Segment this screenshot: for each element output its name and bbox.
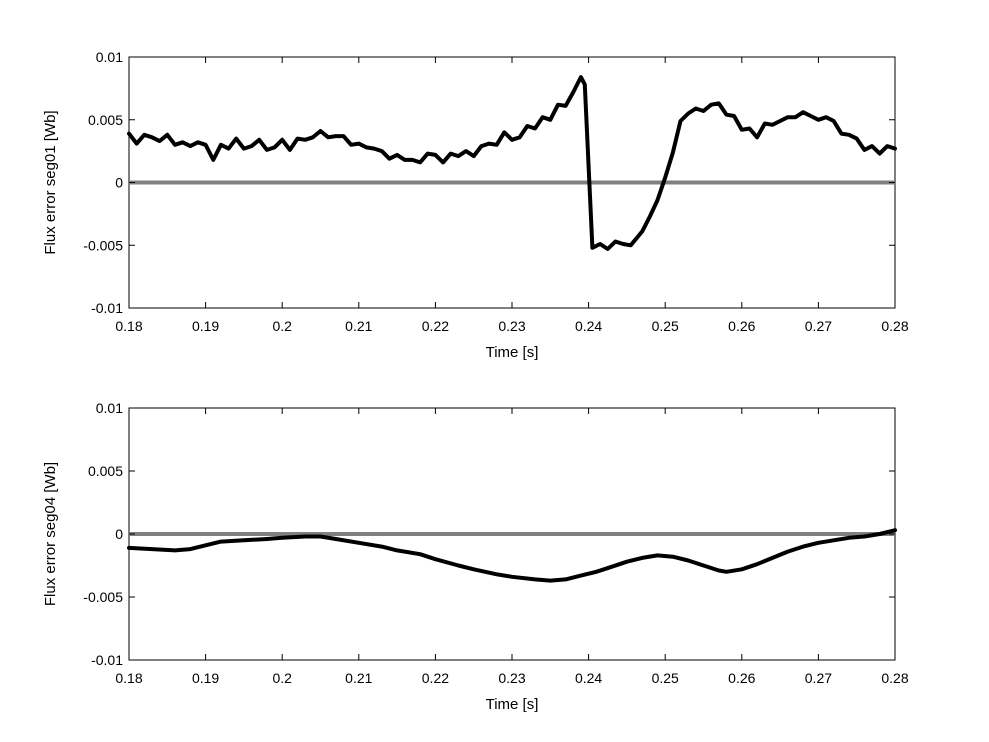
x-axis-label: Time [s] [486, 696, 539, 713]
y-axis-label: Flux error seg01 [Wb] [42, 110, 59, 254]
flux-error-series-line [127, 75, 897, 251]
x-tick-label: 0.27 [805, 318, 832, 334]
x-tick-label: 0.24 [575, 670, 602, 686]
y-tick-label: 0.01 [96, 49, 123, 65]
y-tick-label: 0.005 [88, 463, 123, 479]
x-axis-label: Time [s] [486, 344, 539, 361]
y-axis-label: Flux error seg04 [Wb] [42, 462, 59, 606]
x-tick-label: 0.23 [498, 670, 525, 686]
y-tick-label: -0.01 [91, 300, 123, 316]
x-tick-label: 0.18 [115, 670, 142, 686]
top-plot-seg01: 0.18 0.19 0.2 0.21 0.22 0.23 0.24 0.25 0.26 0.27 0… [42, 49, 909, 361]
bottom-plot-seg04: 0.18 0.19 0.2 0.21 0.22 0.23 0.24 0.25 0.26 0.27 0… [42, 400, 909, 713]
x-tick-label: 0.23 [498, 318, 525, 334]
x-tick-label: 0.19 [192, 670, 219, 686]
x-tick-label: 0.28 [881, 318, 908, 334]
x-tick-label: 0.24 [575, 318, 602, 334]
x-tick-label: 0.22 [422, 318, 449, 334]
x-tick-label: 0.21 [345, 670, 372, 686]
y-tick-label: -0.005 [83, 237, 123, 253]
y-tick-label: -0.005 [83, 589, 123, 605]
x-tick-label: 0.26 [728, 318, 755, 334]
y-tick-label: -0.01 [91, 652, 123, 668]
y-tick-label: 0.005 [88, 112, 123, 128]
flux-error-series-line [127, 528, 897, 583]
x-tick-label: 0.2 [272, 318, 292, 334]
x-tick-label: 0.25 [652, 670, 679, 686]
x-tick-label: 0.25 [652, 318, 679, 334]
x-tick-label: 0.26 [728, 670, 755, 686]
x-tick-label: 0.22 [422, 670, 449, 686]
x-tick-label: 0.18 [115, 318, 142, 334]
y-tick-label: 0 [115, 526, 123, 542]
x-tick-label: 0.27 [805, 670, 832, 686]
x-tick-label: 0.19 [192, 318, 219, 334]
x-tick-label: 0.2 [272, 670, 292, 686]
x-tick-label: 0.21 [345, 318, 372, 334]
y-tick-label: 0.01 [96, 400, 123, 416]
y-tick-label: 0 [115, 175, 123, 191]
x-tick-label: 0.28 [881, 670, 908, 686]
